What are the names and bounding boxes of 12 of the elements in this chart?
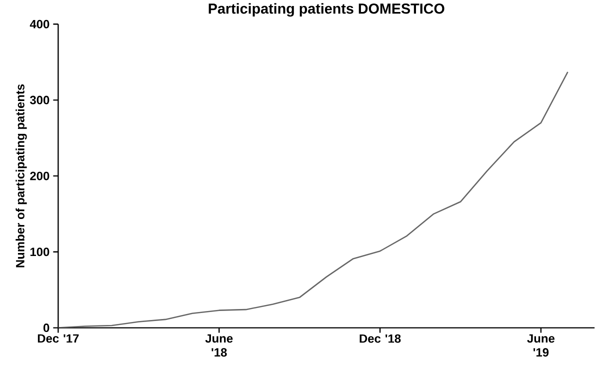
x-tick-label: Dec '18: [360, 334, 401, 343]
y-axis-title: Number of participating patients: [16, 84, 27, 268]
y-tick-label: 300: [30, 96, 50, 104]
y-tick-label: 400: [30, 20, 50, 28]
x-tick-label: Dec '17: [38, 334, 79, 343]
x-tick-label: June '18: [205, 334, 233, 357]
y-tick-label: 200: [30, 172, 50, 180]
y-tick-label: 0: [43, 323, 50, 332]
x-tick-label: June '19: [527, 334, 554, 357]
y-tick-label: 100: [30, 248, 50, 256]
chart-title: Participating patients DOMESTICO: [208, 3, 444, 17]
line-series: [58, 71, 568, 328]
